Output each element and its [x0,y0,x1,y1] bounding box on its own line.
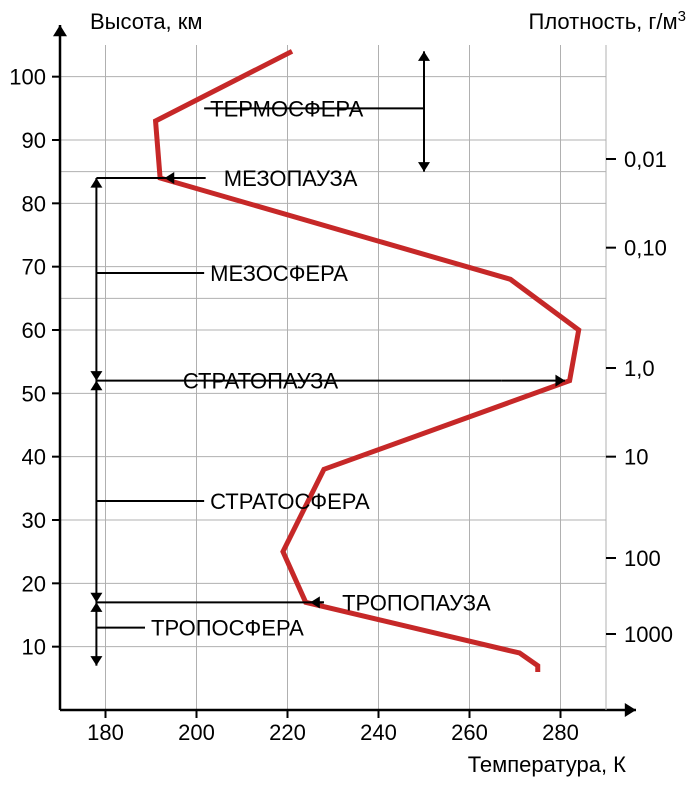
layer-label: ТЕРМОСФЕРА [210,96,363,121]
pause-label: МЕЗОПАУЗА [224,166,358,191]
x-tick: 240 [360,720,397,745]
y-right-tick: 0,01 [624,147,667,172]
y-right-tick: 10 [624,445,648,470]
pause-label: ТРОПОПАУЗА [342,590,491,615]
atmosphere-chart: 10 20 30 40 50 60 70 80 90 100 180 200 220 240 260 280 1… [0,0,696,787]
y-left-tick: 30 [22,508,46,533]
x-tick: 280 [542,720,579,745]
layer-label: ТРОПОСФЕРА [151,616,304,641]
pause-label: СТРАТОПАУЗА [183,369,339,394]
y-left-tick: 40 [22,445,46,470]
layer-label: СТРАТОСФЕРА [210,489,370,514]
y-left-tick: 60 [22,318,46,343]
x-tick: 180 [87,720,124,745]
y-right-title: Плотность, г/м3 [529,8,686,35]
x-tick: 200 [178,720,215,745]
y-left-tick: 80 [22,191,46,216]
y-left-tick: 100 [9,65,46,90]
x-title: Температура, К [468,752,626,777]
y-left-tick: 70 [22,255,46,280]
y-left-tick: 20 [22,571,46,596]
y-left-tick: 10 [22,635,46,660]
y-left-tick: 50 [22,381,46,406]
temperature-profile [156,51,579,672]
y-left-tick: 90 [22,128,46,153]
x-tick: 260 [451,720,488,745]
y-right-tick: 1,0 [624,356,655,381]
y-left-title: Высота, км [90,9,203,34]
layer-label: МЕЗОСФЕРА [210,261,348,286]
x-tick: 220 [269,720,306,745]
y-right-tick: 1000 [624,622,673,647]
y-right-tick: 0,10 [624,236,667,261]
y-right-tick: 100 [624,546,661,571]
